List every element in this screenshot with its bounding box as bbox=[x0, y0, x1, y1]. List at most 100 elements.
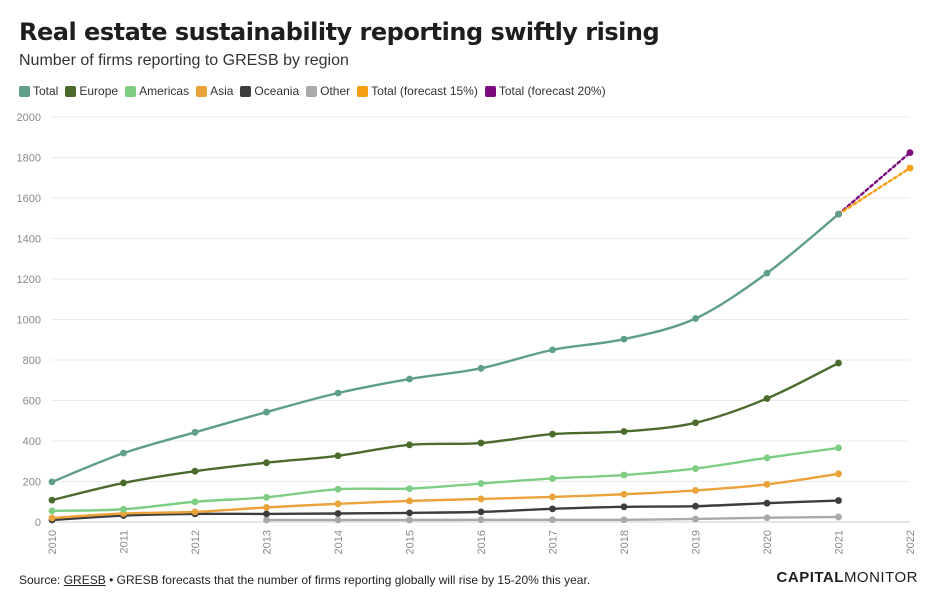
data-point[interactable] bbox=[620, 428, 628, 435]
data-point[interactable] bbox=[477, 516, 485, 524]
data-point[interactable] bbox=[334, 500, 342, 508]
legend-label: Europe bbox=[79, 84, 119, 98]
x-tick-label: 2017 bbox=[548, 530, 560, 554]
data-point[interactable] bbox=[334, 389, 342, 397]
data-point[interactable] bbox=[692, 502, 699, 510]
data-point[interactable] bbox=[191, 467, 199, 475]
data-point[interactable] bbox=[692, 419, 699, 427]
data-point[interactable] bbox=[549, 430, 556, 438]
data-point[interactable] bbox=[48, 478, 56, 486]
data-point[interactable] bbox=[191, 498, 199, 506]
y-tick-label: 1000 bbox=[17, 315, 41, 327]
data-point[interactable] bbox=[406, 516, 413, 524]
legend-swatch bbox=[357, 85, 369, 97]
data-point[interactable] bbox=[620, 503, 628, 511]
data-point[interactable] bbox=[334, 510, 342, 517]
data-point[interactable] bbox=[191, 508, 199, 516]
legend-item[interactable]: Europe bbox=[65, 84, 118, 98]
data-point[interactable] bbox=[334, 516, 342, 524]
data-point[interactable] bbox=[120, 449, 127, 457]
data-point[interactable] bbox=[692, 487, 699, 494]
legend-item[interactable]: Oceania bbox=[240, 84, 299, 98]
brand-logo-part1: CAPITAL bbox=[776, 569, 844, 586]
data-point[interactable] bbox=[620, 471, 628, 479]
data-point[interactable] bbox=[406, 375, 413, 383]
data-point[interactable] bbox=[835, 513, 842, 521]
data-point[interactable] bbox=[763, 454, 771, 462]
data-point[interactable] bbox=[906, 164, 914, 172]
x-tick-label: 2014 bbox=[333, 530, 345, 554]
data-point[interactable] bbox=[477, 508, 485, 516]
data-point[interactable] bbox=[120, 505, 127, 513]
series-line bbox=[50, 213, 840, 484]
data-point[interactable] bbox=[835, 444, 842, 452]
data-point[interactable] bbox=[120, 479, 127, 487]
legend-item[interactable]: Other bbox=[306, 84, 350, 98]
data-point[interactable] bbox=[763, 514, 771, 522]
x-tick-label: 2016 bbox=[476, 530, 488, 554]
data-point[interactable] bbox=[406, 497, 413, 505]
data-point[interactable] bbox=[48, 507, 56, 515]
data-point[interactable] bbox=[334, 452, 342, 460]
data-point[interactable] bbox=[906, 149, 914, 157]
data-point[interactable] bbox=[549, 505, 556, 513]
source-link[interactable]: GRESB bbox=[63, 573, 106, 587]
x-tick-label: 2021 bbox=[834, 530, 846, 554]
data-point[interactable] bbox=[48, 514, 56, 522]
data-point[interactable] bbox=[477, 495, 485, 503]
source-label: Source: bbox=[19, 573, 61, 587]
legend-item[interactable]: Americas bbox=[125, 84, 189, 98]
data-point[interactable] bbox=[620, 335, 628, 343]
data-point[interactable] bbox=[763, 395, 771, 402]
legend-item[interactable]: Total bbox=[19, 84, 58, 98]
x-tick-label: 2012 bbox=[190, 530, 202, 554]
data-point[interactable] bbox=[406, 485, 413, 492]
legend-item[interactable]: Asia bbox=[196, 84, 233, 98]
data-point[interactable] bbox=[48, 496, 56, 504]
data-point[interactable] bbox=[263, 510, 270, 518]
y-tick-label: 400 bbox=[23, 436, 41, 448]
data-point[interactable] bbox=[406, 509, 413, 517]
data-point[interactable] bbox=[692, 465, 699, 472]
data-point[interactable] bbox=[263, 493, 270, 501]
data-point[interactable] bbox=[835, 359, 842, 367]
legend-swatch bbox=[65, 85, 77, 97]
legend-item[interactable]: Total (forecast 15%) bbox=[357, 84, 478, 98]
y-tick-label: 0 bbox=[35, 517, 41, 529]
y-tick-label: 1400 bbox=[17, 234, 41, 246]
data-point[interactable] bbox=[191, 428, 199, 436]
data-point[interactable] bbox=[549, 493, 556, 501]
data-point[interactable] bbox=[620, 490, 628, 498]
y-tick-label: 1800 bbox=[17, 153, 41, 165]
data-point[interactable] bbox=[835, 470, 842, 478]
legend-label: Total (forecast 15%) bbox=[371, 84, 478, 98]
data-point[interactable] bbox=[763, 499, 771, 507]
data-point[interactable] bbox=[263, 459, 270, 467]
chart-grid bbox=[52, 116, 910, 523]
data-point[interactable] bbox=[334, 485, 342, 493]
data-point[interactable] bbox=[835, 497, 842, 504]
legend-label: Asia bbox=[210, 84, 234, 98]
data-point[interactable] bbox=[263, 408, 270, 416]
series-points bbox=[48, 149, 914, 524]
data-point[interactable] bbox=[835, 210, 842, 218]
data-point[interactable] bbox=[263, 516, 270, 524]
data-point[interactable] bbox=[620, 516, 628, 524]
y-tick-label: 800 bbox=[23, 355, 41, 367]
source-separator: • bbox=[109, 573, 114, 587]
data-point[interactable] bbox=[549, 516, 556, 524]
data-point[interactable] bbox=[692, 515, 699, 523]
legend-swatch bbox=[306, 85, 318, 97]
data-point[interactable] bbox=[692, 315, 699, 322]
data-point[interactable] bbox=[263, 504, 270, 511]
legend-item[interactable]: Total (forecast 20%) bbox=[484, 84, 606, 98]
data-point[interactable] bbox=[763, 480, 771, 488]
data-point[interactable] bbox=[763, 269, 771, 277]
y-tick-label: 600 bbox=[23, 396, 41, 408]
data-point[interactable] bbox=[406, 441, 413, 449]
data-point[interactable] bbox=[549, 475, 556, 482]
data-point[interactable] bbox=[477, 439, 485, 447]
data-point[interactable] bbox=[477, 480, 485, 487]
data-point[interactable] bbox=[477, 364, 485, 372]
data-point[interactable] bbox=[549, 346, 556, 354]
